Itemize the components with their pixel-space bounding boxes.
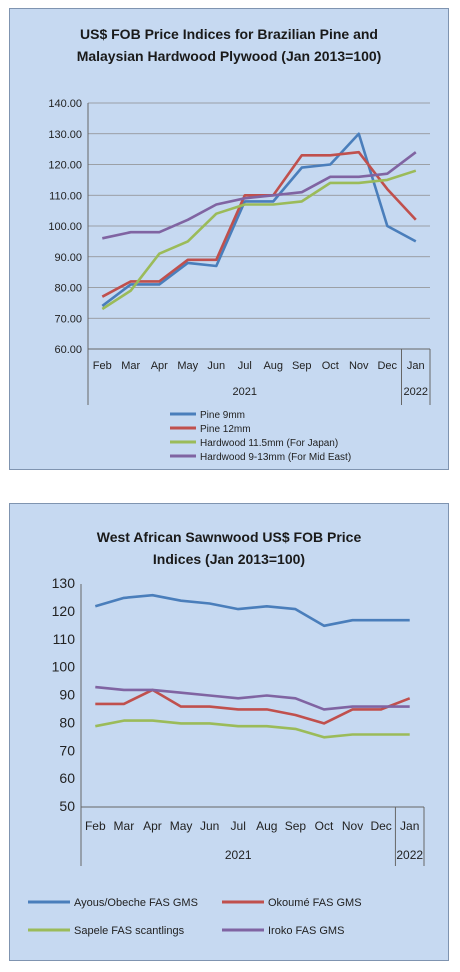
legend-label: Hardwood 9-13mm (For Mid East) (200, 452, 351, 463)
chart-title-line-1: West African Sawnwood US$ FOB Price (96, 529, 362, 545)
x-tick-label: Feb (85, 819, 106, 833)
y-tick-label: 60.00 (54, 344, 82, 356)
x-tick-label: Mar (114, 819, 135, 833)
y-tick-label: 90 (59, 687, 75, 703)
chart-title-line-2: Malaysian Hardwood Plywood (Jan 2013=100… (76, 48, 382, 64)
y-tick-label: 100.00 (48, 221, 82, 233)
x-tick-label: Jan (400, 819, 419, 833)
plywood-line-chart: 60.00 70.00 80.00 90.00 100.00 110.00 120.00 13… (48, 98, 431, 463)
y-tick-label: 90.00 (54, 252, 82, 264)
year-label: 2022 (404, 386, 428, 398)
plywood-chart-panel: US$ FOB Price Indices for Brazilian Pine… (9, 8, 449, 470)
x-tick-label: Mar (121, 360, 140, 372)
legend-label: Pine 12mm (200, 424, 251, 435)
y-tick-label: 130 (52, 575, 76, 591)
x-tick-label: Sep (285, 819, 307, 833)
legend-label: Ayous/Obeche FAS GMS (74, 897, 198, 909)
y-tick-label: 140.00 (48, 98, 82, 110)
y-tick-label: 70.00 (54, 313, 82, 325)
y-tick-label: 110.00 (49, 190, 82, 202)
x-tick-label: Apr (143, 819, 162, 833)
series-line (95, 685, 410, 711)
x-tick-label: Jan (407, 360, 425, 372)
x-tick-label: Nov (349, 360, 369, 372)
y-tick-label: 60 (59, 770, 75, 786)
series-line (101, 132, 417, 307)
series-line (101, 150, 417, 298)
year-label: 2021 (233, 386, 257, 398)
x-tick-label: Jul (231, 819, 246, 833)
x-tick-label: May (170, 819, 193, 833)
series-line (94, 593, 410, 628)
y-tick-label: 100 (52, 659, 76, 675)
x-tick-label: Aug (263, 360, 283, 372)
x-tick-label: Jul (238, 360, 252, 372)
x-tick-label: Dec (370, 819, 391, 833)
legend-label: Sapele FAS scantlings (74, 925, 185, 937)
x-tick-label: Dec (377, 360, 397, 372)
year-label: 2022 (396, 848, 423, 862)
x-tick-label: Oct (315, 819, 334, 833)
chart-title-line-2: Indices (Jan 2013=100) (152, 551, 306, 567)
sawnwood-chart-panel: West African Sawnwood US$ FOB Price Indi… (9, 503, 449, 961)
x-tick-label: Sep (292, 360, 312, 372)
chart-title: West African Sawnwood US$ FOB Price Indi… (10, 526, 448, 570)
series-line (101, 169, 417, 311)
series-line (102, 151, 417, 240)
legend-label: Iroko FAS GMS (268, 925, 344, 937)
y-tick-label: 120 (52, 603, 76, 619)
y-tick-label: 120.00 (48, 160, 82, 172)
legend-label: Okoumé FAS GMS (268, 897, 362, 909)
y-tick-label: 80 (59, 714, 75, 730)
x-tick-label: Nov (342, 819, 363, 833)
y-tick-label: 130.00 (48, 129, 82, 141)
x-tick-label: Jun (207, 360, 225, 372)
series-line (95, 719, 410, 739)
legend-label: Hardwood 11.5mm (For Japan) (200, 438, 338, 449)
y-tick-label: 110 (53, 631, 76, 647)
x-tick-label: Apr (151, 360, 168, 372)
y-tick-label: 70 (59, 742, 75, 758)
chart-title: US$ FOB Price Indices for Brazilian Pine… (10, 23, 448, 67)
year-label: 2021 (225, 848, 252, 862)
series-line (95, 688, 411, 725)
chart-title-line-1: US$ FOB Price Indices for Brazilian Pine… (80, 26, 378, 42)
x-tick-label: Feb (93, 360, 112, 372)
x-tick-label: Aug (256, 819, 277, 833)
x-tick-label: Jun (200, 819, 219, 833)
x-tick-label: May (177, 360, 198, 372)
y-tick-label: 80.00 (54, 283, 82, 295)
sawnwood-line-chart: 50 60 70 80 90 100 110 120 130 Feb Mar Apr May Jun Jul… (28, 575, 425, 937)
legend-label: Pine 9mm (200, 410, 245, 421)
x-tick-label: Oct (322, 360, 339, 372)
y-tick-label: 50 (59, 798, 75, 814)
